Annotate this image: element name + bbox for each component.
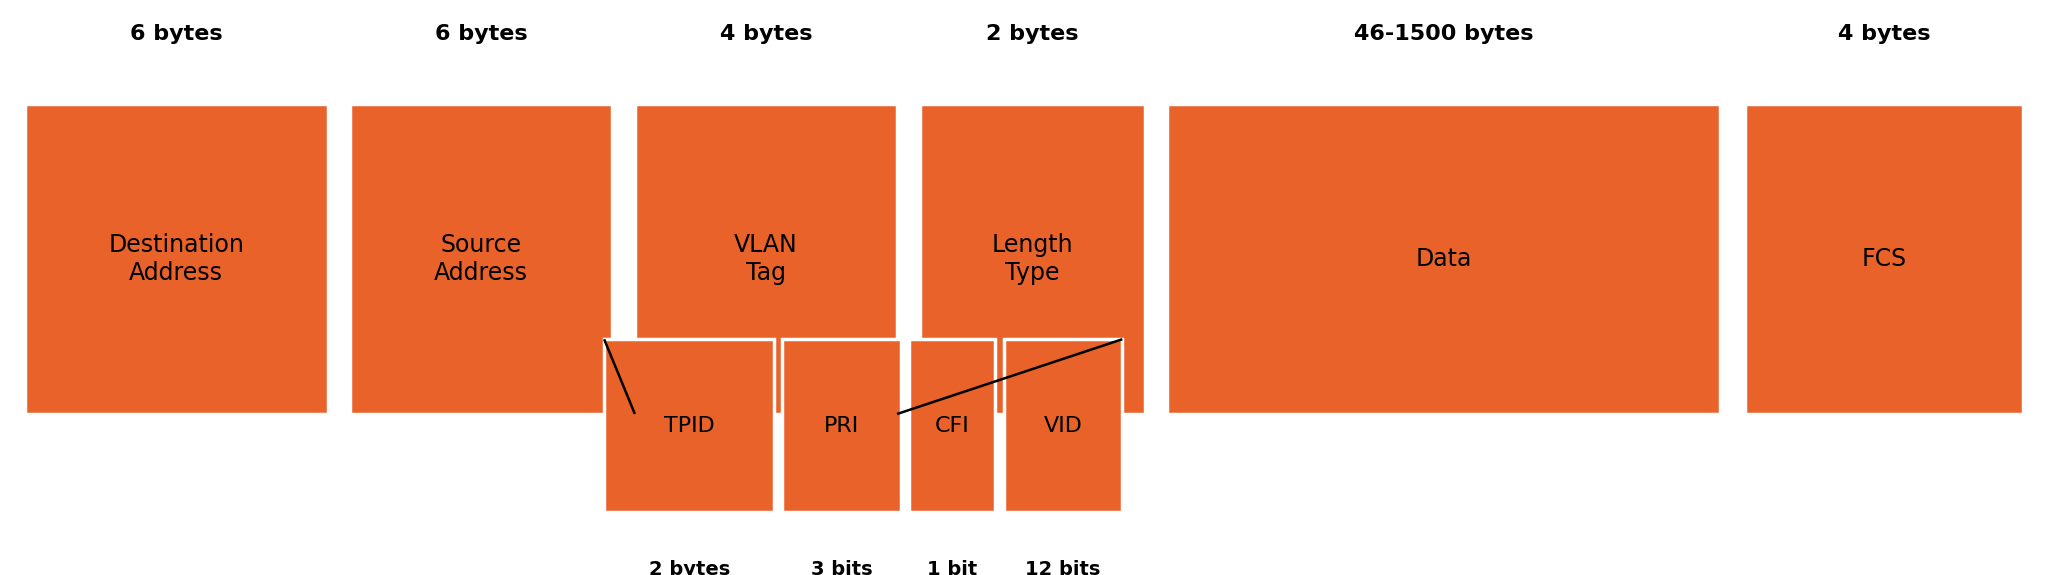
Text: VLAN
Tag: VLAN Tag: [733, 233, 799, 285]
Text: 12 bits: 12 bits: [1026, 559, 1100, 575]
Text: VID: VID: [1044, 416, 1081, 435]
Bar: [350, 104, 612, 414]
Text: 6 bytes: 6 bytes: [129, 25, 223, 44]
Bar: [1004, 339, 1122, 512]
Text: Data: Data: [1415, 247, 1473, 271]
Bar: [920, 104, 1145, 414]
Text: 4 bytes: 4 bytes: [719, 25, 813, 44]
Text: 3 bits: 3 bits: [811, 559, 872, 575]
Text: Source
Address: Source Address: [434, 233, 528, 285]
Text: 1 bit: 1 bit: [928, 559, 977, 575]
Bar: [25, 104, 328, 414]
Text: 6 bytes: 6 bytes: [434, 25, 528, 44]
Bar: [635, 104, 897, 414]
Text: FCS: FCS: [1862, 247, 1907, 271]
Bar: [909, 339, 995, 512]
Text: 46-1500 bytes: 46-1500 bytes: [1354, 25, 1534, 44]
Text: 2 bytes: 2 bytes: [649, 559, 729, 575]
Bar: [604, 339, 774, 512]
Text: 4 bytes: 4 bytes: [1837, 25, 1931, 44]
Bar: [782, 339, 901, 512]
Text: CFI: CFI: [936, 416, 969, 435]
Text: PRI: PRI: [823, 416, 860, 435]
Bar: [1167, 104, 1720, 414]
Text: Destination
Address: Destination Address: [109, 233, 244, 285]
Text: 2 bytes: 2 bytes: [985, 25, 1079, 44]
Bar: [1745, 104, 2023, 414]
Text: Length
Type: Length Type: [991, 233, 1073, 285]
Text: TPID: TPID: [664, 416, 715, 435]
